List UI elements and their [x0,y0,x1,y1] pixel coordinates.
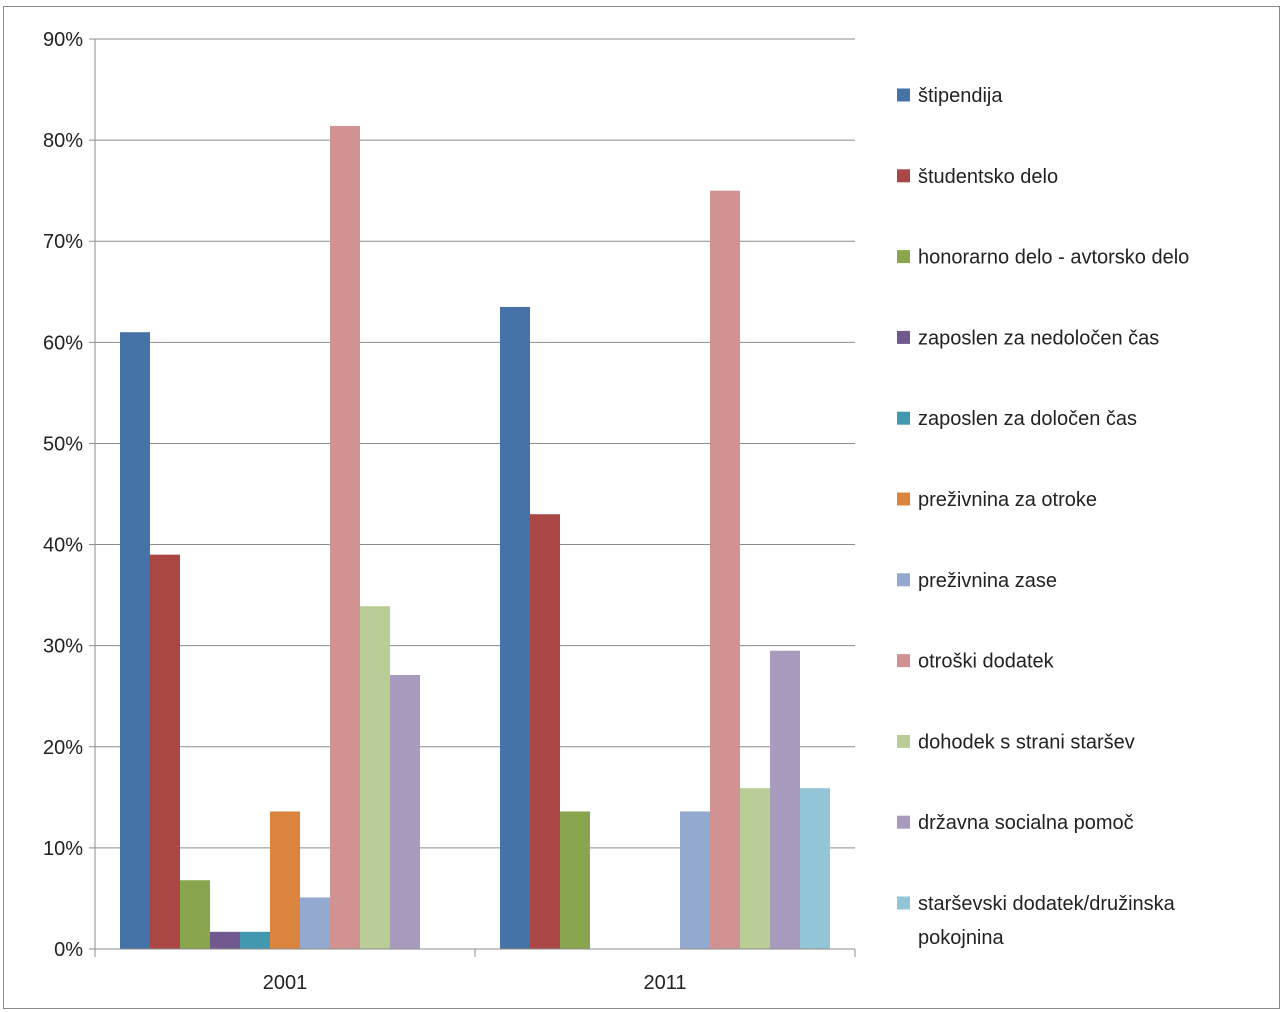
y-tick-label: 90% [43,29,83,51]
legend-label: zaposlen za določen čas [918,408,1137,430]
legend-label: državna socialna pomoč [918,812,1134,834]
bar [330,125,360,949]
y-tick-label: 80% [43,130,83,152]
bar [740,788,770,949]
bar [390,674,420,949]
chart-frame [3,6,1280,1009]
legend-label: zaposlen za nedoločen čas [918,327,1159,349]
legend-entry: štipendija [897,85,1003,107]
legend-entry: otroški dodatek [897,651,1055,673]
y-tick-label: 60% [43,332,83,354]
legend-label: starševski dodatek/družinska [918,893,1176,915]
legend-label: preživnina zase [918,570,1057,592]
axes: 0% 10% 20% 30% 40% 50% 60% 70% 80% 90% 2001 2011 [43,29,856,994]
legend-entry: preživnina za otroke [897,489,1097,511]
legend-swatch [897,815,910,829]
x-tick-label: 2001 [263,972,308,994]
bars [120,125,830,949]
bar [180,880,210,949]
legend-swatch [897,573,910,587]
y-tick-label: 0% [54,939,83,961]
gridlines [95,38,855,849]
legend-label: pokojnina [918,927,1005,949]
legend-swatch [897,492,910,506]
bar [120,332,150,949]
legend-swatch [897,88,910,102]
bar [360,606,390,949]
y-tick-label: 40% [43,535,83,557]
y-tick-label: 70% [43,231,83,253]
bar [240,931,270,949]
bar [300,897,330,949]
legend-entry: honorarno delo - avtorsko delo [897,247,1189,269]
legend-swatch [897,734,910,748]
bar [680,811,710,949]
legend-entry: zaposlen za določen čas [897,408,1137,430]
legend-entry: študentsko delo [897,166,1058,188]
x-tick-label: 2011 [643,972,686,994]
legend-swatch [897,169,910,183]
legend-entry: državna socialna pomoč [897,812,1134,834]
bar [770,650,800,949]
bar [560,811,590,949]
legend-entry: starševski dodatek/družinska pokojnina [897,893,1176,949]
legend-swatch [897,250,910,264]
legend-label: preživnina za otroke [918,489,1097,511]
legend-swatch [897,654,910,668]
bar [150,554,180,949]
legend-entry: dohodek s strani staršev [897,731,1135,753]
legend-swatch [897,330,910,344]
legend-entry: zaposlen za nedoločen čas [897,327,1159,349]
legend-swatch [897,896,910,910]
legend-label: honorarno delo - avtorsko delo [918,247,1189,269]
y-tick-label: 50% [43,433,83,455]
y-tick-label: 20% [43,737,83,759]
y-tick-label: 10% [43,838,83,860]
legend-label: otroški dodatek [918,651,1055,673]
legend-entry: preživnina zase [897,570,1057,592]
bar [710,190,740,949]
legend-label: dohodek s strani staršev [918,731,1135,753]
bar [800,788,830,949]
legend: štipendija študentsko delo honorarno delo … [897,85,1189,949]
y-tick-label: 30% [43,636,83,658]
legend-label: študentsko delo [918,166,1058,188]
bar [500,306,530,949]
legend-label: štipendija [918,85,1003,107]
bar [270,811,300,949]
bar [210,931,240,949]
bar [530,514,560,949]
legend-swatch [897,411,910,425]
